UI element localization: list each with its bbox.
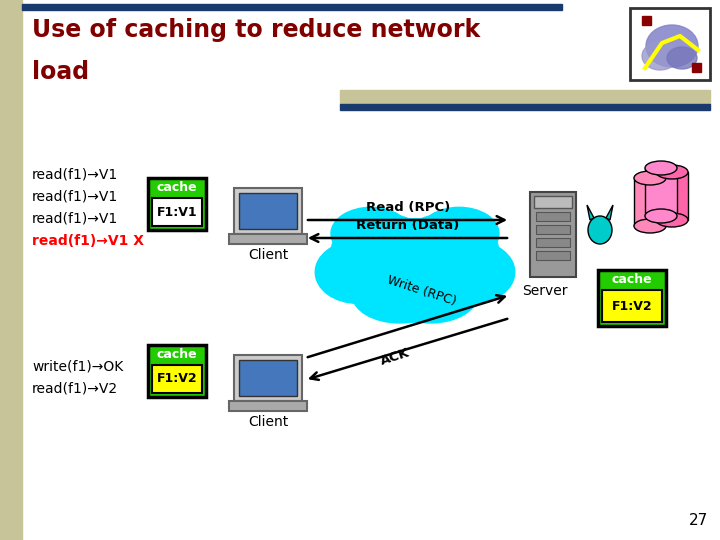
Bar: [152, 198, 202, 226]
Bar: [340, 104, 710, 110]
Text: cache: cache: [157, 181, 197, 194]
Bar: [598, 270, 666, 326]
Text: F1:V2: F1:V2: [612, 300, 652, 313]
Text: read(f1)→V2: read(f1)→V2: [32, 382, 118, 396]
Bar: [148, 345, 206, 397]
Ellipse shape: [656, 213, 688, 227]
Bar: [239, 193, 297, 229]
Ellipse shape: [343, 219, 487, 317]
Ellipse shape: [645, 209, 677, 223]
Bar: [534, 196, 572, 208]
Bar: [239, 360, 297, 396]
Ellipse shape: [642, 42, 678, 70]
Ellipse shape: [357, 260, 473, 322]
Ellipse shape: [645, 161, 677, 175]
Bar: [536, 225, 570, 234]
Ellipse shape: [419, 207, 499, 260]
Text: F1:V1: F1:V1: [157, 206, 197, 219]
Polygon shape: [587, 205, 594, 220]
Text: F1:V2: F1:V2: [157, 373, 197, 386]
Bar: [536, 212, 570, 221]
Ellipse shape: [634, 219, 666, 233]
Bar: [234, 188, 302, 234]
Bar: [656, 172, 688, 220]
Ellipse shape: [634, 171, 666, 185]
Bar: [634, 178, 666, 226]
Bar: [530, 192, 576, 277]
Ellipse shape: [384, 266, 478, 323]
Text: read(f1)→V1 X: read(f1)→V1 X: [32, 234, 144, 248]
Text: Client: Client: [248, 248, 288, 262]
Text: Client: Client: [248, 415, 288, 429]
Ellipse shape: [588, 216, 612, 244]
Bar: [234, 355, 302, 401]
Bar: [152, 365, 202, 393]
Ellipse shape: [352, 266, 446, 323]
Text: 27: 27: [689, 513, 708, 528]
Bar: [630, 8, 710, 80]
Text: Return (Data): Return (Data): [356, 219, 459, 232]
Text: read(f1)→V1: read(f1)→V1: [32, 212, 118, 226]
Polygon shape: [606, 205, 613, 220]
Text: read(f1)→V1: read(f1)→V1: [32, 168, 118, 182]
Bar: [536, 238, 570, 247]
Text: Use of caching to reduce network: Use of caching to reduce network: [32, 18, 480, 42]
Bar: [0, 0, 22, 540]
Ellipse shape: [431, 241, 515, 303]
Ellipse shape: [394, 214, 499, 293]
Ellipse shape: [331, 214, 436, 293]
Bar: [340, 90, 710, 104]
Bar: [642, 16, 651, 25]
Text: Read (RPC): Read (RPC): [366, 201, 450, 214]
Bar: [536, 251, 570, 260]
Text: cache: cache: [612, 273, 652, 286]
Bar: [602, 290, 662, 322]
Bar: [229, 401, 307, 411]
Ellipse shape: [315, 241, 400, 303]
Ellipse shape: [331, 207, 411, 260]
Ellipse shape: [656, 165, 688, 179]
Bar: [148, 178, 206, 230]
Bar: [692, 63, 701, 72]
Bar: [645, 168, 677, 216]
Ellipse shape: [646, 25, 698, 67]
Text: Server: Server: [522, 284, 568, 298]
Text: load: load: [32, 60, 89, 84]
Text: cache: cache: [157, 348, 197, 361]
Text: read(f1)→V1: read(f1)→V1: [32, 190, 118, 204]
Text: ACK: ACK: [379, 346, 411, 368]
Bar: [229, 234, 307, 244]
Bar: [22, 4, 562, 10]
Text: Write (RPC): Write (RPC): [386, 273, 458, 308]
Text: write(f1)→OK: write(f1)→OK: [32, 360, 123, 374]
Ellipse shape: [667, 47, 697, 69]
